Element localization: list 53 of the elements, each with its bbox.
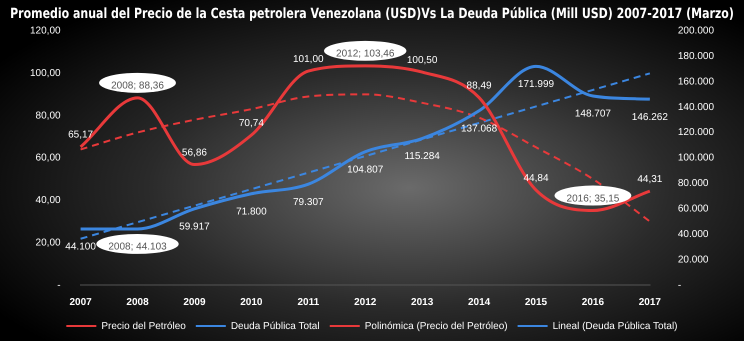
y2-tick-label: 200.000 [678, 26, 714, 37]
y2-tick-label: - [678, 280, 682, 291]
x-tick-label: 2015 [524, 296, 548, 308]
y2-tick-label: 20.000 [678, 254, 709, 266]
x-tick-label: 2016 [582, 296, 604, 308]
chart-title: Promedio anual del Precio de la Cesta petrolera Venezolana (USD)Vs La Deuda Pública (Mill USD) 2007-2017 (Marzo) [10, 4, 734, 22]
y-tick-label: 100,00 [30, 68, 62, 79]
data-label: 71.800 [236, 206, 268, 218]
legend-label: Deuda Pública Total [230, 320, 320, 332]
data-label: 79.307 [292, 196, 324, 208]
x-tick-label: 2011 [297, 296, 320, 308]
x-tick-label: 2017 [638, 296, 662, 308]
y-tick-label: 60,00 [36, 152, 62, 164]
x-tick-label: 2010 [240, 296, 263, 308]
data-label: 104.807 [347, 164, 384, 176]
y2-tick-label: 100.000 [678, 152, 714, 164]
data-label: 59.917 [179, 222, 210, 233]
data-label: 146.262 [632, 112, 668, 123]
y2-tick-label: 140.000 [678, 102, 714, 113]
data-label: 2016; 35,15 [566, 193, 620, 204]
data-label: 137.068 [460, 124, 498, 135]
data-label: 44,31 [637, 174, 663, 185]
legend-label: Precio del Petróleo [101, 320, 186, 332]
legend-label: Polinómica (Precio del Petróleo) [364, 320, 508, 332]
data-label: 101,00 [292, 54, 324, 65]
data-label: 115.284 [404, 151, 440, 162]
x-tick-label: 2009 [183, 296, 206, 308]
y2-tick-label: 180.000 [678, 50, 714, 62]
data-label: 171.999 [518, 79, 555, 90]
y2-tick-label: 40.000 [678, 228, 709, 240]
legend-label: Lineal (Deuda Pública Total) [552, 320, 678, 332]
data-label: 2008; 88,36 [111, 80, 164, 92]
y-tick-label: - [57, 280, 61, 291]
y-tick-label: 40,00 [36, 195, 62, 206]
x-tick-label: 2012 [354, 296, 377, 308]
data-label: 44.100 [65, 242, 96, 253]
x-tick-label: 2014 [468, 296, 491, 308]
y2-tick-label: 160.000 [678, 76, 714, 88]
data-label: 2008; 44.103 [108, 242, 168, 253]
x-tick-label: 2008 [126, 296, 150, 308]
data-label: 148.707 [574, 108, 612, 120]
data-label: 100,50 [406, 54, 438, 66]
y2-tick-label: 80.000 [678, 178, 709, 190]
x-tick-label: 2013 [411, 296, 434, 308]
data-label: 56,86 [182, 147, 208, 158]
y-tick-label: 20,00 [36, 237, 62, 248]
y2-tick-label: 60.000 [678, 203, 709, 214]
data-label: 2012; 103,46 [336, 48, 395, 60]
y-tick-label: 80,00 [36, 110, 62, 122]
y-tick-label: 120,00 [30, 26, 62, 37]
data-label: 88,49 [466, 80, 492, 92]
y2-tick-label: 120.000 [678, 127, 714, 138]
x-tick-label: 2007 [69, 296, 92, 308]
